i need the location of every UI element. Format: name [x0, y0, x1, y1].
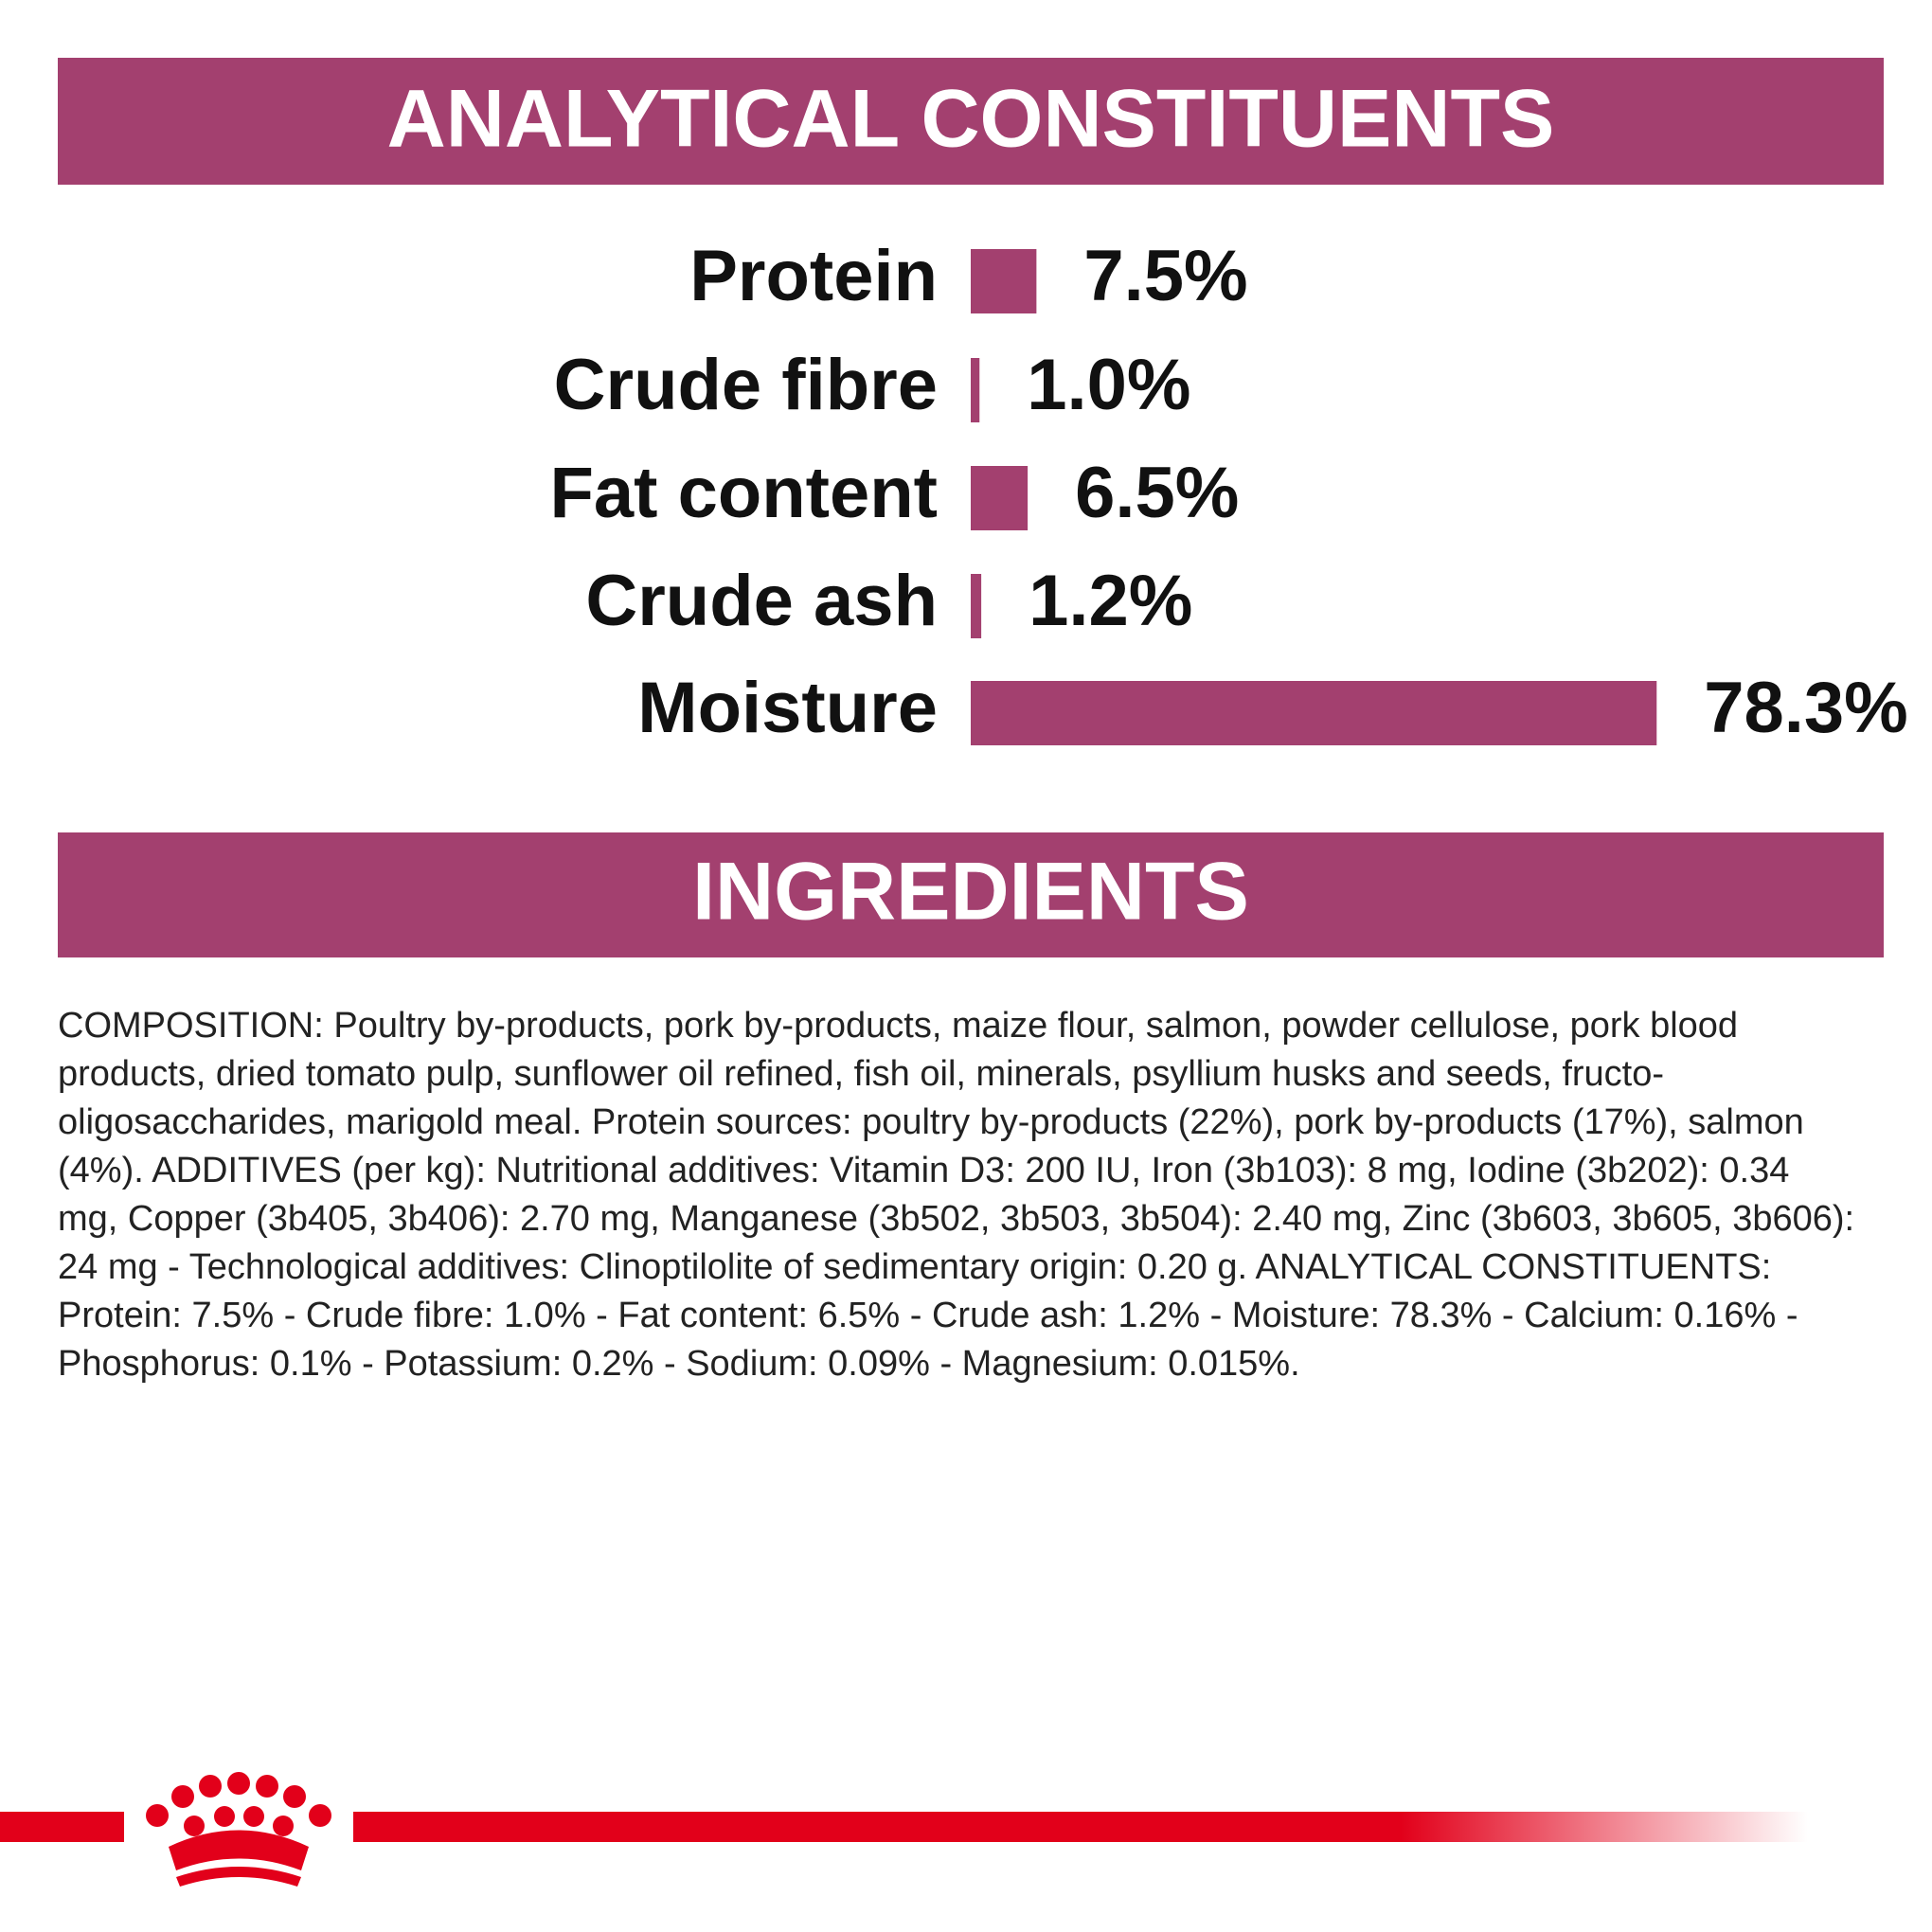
brand-line — [353, 1812, 1808, 1842]
category-label: Protein — [689, 236, 938, 316]
category-label: Fat content — [549, 453, 938, 533]
value-label: 1.0% — [1027, 345, 1190, 425]
section-title: INGREDIENTS — [692, 847, 1249, 938]
chart-title: ANALYTICAL CONSTITUENTS — [387, 74, 1555, 165]
ingredients-text: COMPOSITION: Poultry by-products, pork b… — [58, 1006, 1855, 1384]
header-band — [58, 58, 1884, 185]
logo — [146, 1772, 331, 1887]
category-label: Crude fibre — [554, 345, 938, 425]
value-label: 7.5% — [1083, 236, 1247, 316]
value-label: 6.5% — [1075, 453, 1239, 533]
value-label: 1.2% — [1029, 561, 1192, 641]
bar — [971, 574, 982, 638]
bar — [971, 466, 1029, 530]
bar — [971, 681, 1657, 745]
brand-line — [0, 1812, 124, 1842]
category-label: Crude ash — [585, 561, 938, 641]
value-label: 78.3% — [1704, 668, 1908, 748]
bar — [971, 249, 1037, 313]
header-band — [58, 832, 1884, 957]
category-label: Moisture — [637, 668, 938, 748]
bar — [971, 358, 980, 422]
